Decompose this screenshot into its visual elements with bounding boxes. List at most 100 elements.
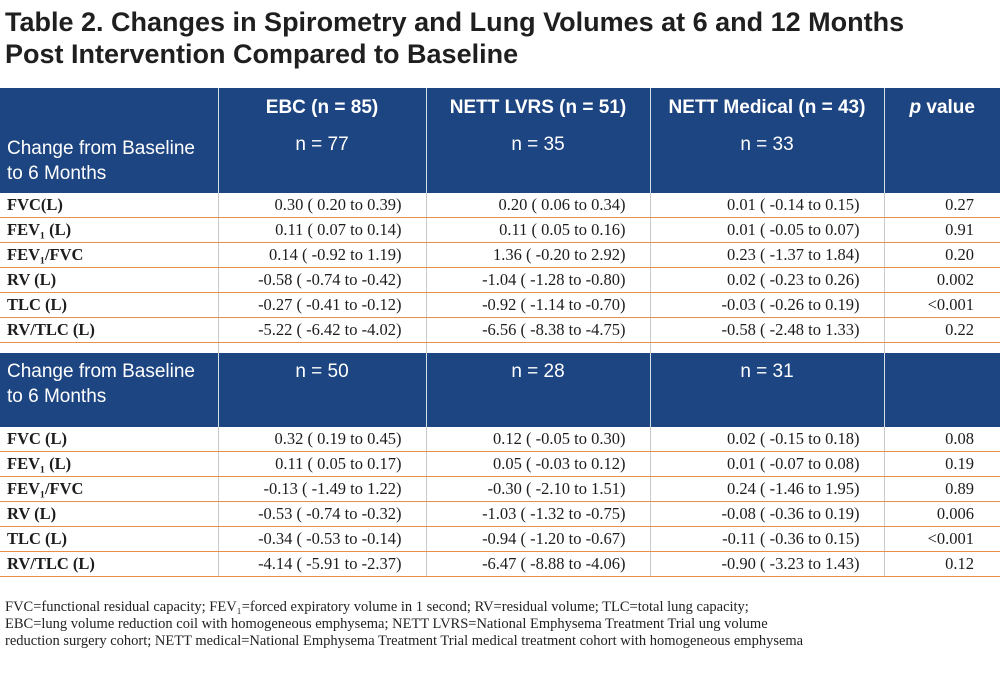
cell-nett-lvrs: -0.92 ( -1.14 to -0.70)	[426, 292, 651, 318]
row-label: FEV₁ (L)	[0, 451, 219, 477]
row-label: RV/TLC (L)	[0, 551, 219, 577]
cell-nett-medical: -0.08 ( -0.36 to 0.19)	[650, 501, 885, 527]
footnote-line-2: EBC=lung volume reduction coil with homo…	[5, 616, 768, 632]
cell-p-value: <0.001	[884, 292, 1000, 318]
cell-ebc: 0.32 ( 0.19 to 0.45)	[218, 427, 427, 452]
cell-nett-medical: 0.02 ( -0.23 to 0.26)	[650, 267, 885, 293]
cell-ebc: 0.11 ( 0.05 to 0.17)	[218, 451, 427, 477]
table-title: Table 2. Changes in Spirometry and Lung …	[5, 6, 995, 70]
row-label: TLC (L)	[0, 526, 219, 552]
cell-ebc: -0.13 ( -1.49 to 1.22)	[218, 476, 427, 502]
column-header-row: EBC (n = 85) NETT LVRS (n = 51) NETT Med…	[0, 88, 1000, 128]
section-1-label-line-2: to 6 Months	[7, 163, 107, 184]
cell-nett-lvrs: -0.30 ( -2.10 to 1.51)	[426, 476, 651, 502]
gap-cell	[426, 342, 651, 353]
cell-nett-medical: 0.01 ( -0.05 to 0.07)	[650, 217, 885, 243]
column-header-nett-medical: NETT Medical (n = 43)	[650, 88, 885, 128]
cell-p-value: 0.89	[884, 476, 1000, 502]
cell-nett-medical: -0.11 ( -0.36 to 0.15)	[650, 526, 885, 552]
footnote-line-3: reduction surgery cohort; NETT medical=N…	[5, 633, 804, 649]
cell-p-value: 0.27	[884, 193, 1000, 218]
section-2-n-lvrs: n = 28	[426, 353, 651, 427]
section-gap-row	[0, 342, 1000, 354]
cell-p-value: 0.006	[884, 501, 1000, 527]
table-row: FVC (L) 0.32 ( 0.19 to 0.45) 0.12 ( -0.05 …	[0, 427, 1000, 452]
row-label: FEV₁/FVC	[0, 242, 219, 268]
cell-nett-medical: -0.03 ( -0.26 to 0.19)	[650, 292, 885, 318]
cell-nett-medical: 0.24 ( -1.46 to 1.95)	[650, 476, 885, 502]
cell-nett-medical: 0.01 ( -0.07 to 0.08)	[650, 451, 885, 477]
cell-p-value: 0.002	[884, 267, 1000, 293]
section-1-n-lvrs: n = 35	[426, 128, 651, 193]
section-1-label: Change from Baseline to 6 Months	[0, 128, 219, 193]
table-row: FEV₁/FVC 0.14 ( -0.92 to 1.19) 1.36 ( -0.2…	[0, 242, 1000, 268]
cell-ebc: -0.27 ( -0.41 to -0.12)	[218, 292, 427, 318]
cell-ebc: -0.58 ( -0.74 to -0.42)	[218, 267, 427, 293]
gap-cell	[884, 343, 1000, 354]
section-2-label-line-1: Change from Baseline	[7, 361, 195, 382]
table-row: RV/TLC (L) -5.22 ( -6.42 to -4.02) -6.56 (…	[0, 317, 1000, 343]
p-italic: p	[909, 97, 922, 118]
section-1-rows: FVC(L) 0.30 ( 0.20 to 0.39) 0.20 ( 0.06 to…	[0, 193, 1000, 343]
cell-nett-lvrs: 0.20 ( 0.06 to 0.34)	[426, 193, 651, 218]
section-1-n-medical: n = 33	[650, 128, 885, 193]
column-header-ebc: EBC (n = 85)	[218, 88, 427, 128]
section-2-n-medical: n = 31	[650, 353, 885, 427]
footnote-line-1: FVC=functional residual capacity; FEV₁=f…	[5, 599, 749, 615]
cell-nett-medical: 0.23 ( -1.37 to 1.84)	[650, 242, 885, 268]
p-value-suffix: value	[921, 97, 975, 118]
table-row: TLC (L) -0.27 ( -0.41 to -0.12) -0.92 ( -1…	[0, 292, 1000, 318]
cell-ebc: -4.14 ( -5.91 to -2.37)	[218, 551, 427, 577]
cell-nett-medical: -0.90 ( -3.23 to 1.43)	[650, 551, 885, 577]
cell-ebc: -0.34 ( -0.53 to -0.14)	[218, 526, 427, 552]
title-line-1: Table 2. Changes in Spirometry and Lung …	[5, 7, 905, 37]
cell-p-value: 0.91	[884, 217, 1000, 243]
cell-p-value: 0.19	[884, 451, 1000, 477]
footnote: FVC=functional residual capacity; FEV₁=f…	[5, 599, 995, 650]
table-row: FEV₁ (L) 0.11 ( 0.05 to 0.17) 0.05 ( -0.03…	[0, 451, 1000, 477]
row-label: FVC(L)	[0, 193, 219, 218]
table-row: TLC (L) -0.34 ( -0.53 to -0.14) -0.94 ( -1…	[0, 526, 1000, 552]
section-2-rows: FVC (L) 0.32 ( 0.19 to 0.45) 0.12 ( -0.05 …	[0, 427, 1000, 577]
title-line-2: Post Intervention Compared to Baseline	[5, 39, 519, 69]
cell-nett-medical: 0.02 ( -0.15 to 0.18)	[650, 427, 885, 452]
section-1-n-ebc: n = 77	[218, 128, 427, 193]
section-2-label-line-2: to 6 Months	[7, 386, 107, 407]
row-label: FEV₁/FVC	[0, 476, 219, 502]
table-row: RV/TLC (L) -4.14 ( -5.91 to -2.37) -6.47 (…	[0, 551, 1000, 577]
section-1-n-p-empty	[884, 128, 1000, 193]
section-1-header: Change from Baseline to 6 Months n = 77 n…	[0, 128, 1000, 193]
table-row: FEV₁/FVC -0.13 ( -1.49 to 1.22) -0.30 ( -2…	[0, 476, 1000, 502]
cell-nett-lvrs: -1.03 ( -1.32 to -0.75)	[426, 501, 651, 527]
cell-ebc: -0.53 ( -0.74 to -0.32)	[218, 501, 427, 527]
cell-nett-lvrs: -0.94 ( -1.20 to -0.67)	[426, 526, 651, 552]
section-2-label: Change from Baseline to 6 Months	[0, 353, 219, 427]
cell-nett-lvrs: 0.12 ( -0.05 to 0.30)	[426, 427, 651, 452]
gap-cell	[218, 342, 427, 353]
column-header-nett-lvrs: NETT LVRS (n = 51)	[426, 88, 651, 128]
gap-cell	[650, 342, 885, 353]
cell-nett-lvrs: 0.11 ( 0.05 to 0.16)	[426, 217, 651, 243]
header-empty-cell	[0, 88, 219, 128]
cell-nett-lvrs: -1.04 ( -1.28 to -0.80)	[426, 267, 651, 293]
row-label: TLC (L)	[0, 292, 219, 318]
cell-nett-lvrs: -6.47 ( -8.88 to -4.06)	[426, 551, 651, 577]
cell-p-value: 0.20	[884, 242, 1000, 268]
table-row: RV (L) -0.58 ( -0.74 to -0.42) -1.04 ( -1.…	[0, 267, 1000, 293]
cell-nett-lvrs: -6.56 ( -8.38 to -4.75)	[426, 317, 651, 343]
section-2-header: Change from Baseline to 6 Months n = 50 n…	[0, 353, 1000, 427]
column-header-p-value: p value	[884, 88, 1000, 128]
section-2-n-ebc: n = 50	[218, 353, 427, 427]
table-row: RV (L) -0.53 ( -0.74 to -0.32) -1.03 ( -1.…	[0, 501, 1000, 527]
cell-ebc: 0.30 ( 0.20 to 0.39)	[218, 193, 427, 218]
results-table: EBC (n = 85) NETT LVRS (n = 51) NETT Med…	[0, 88, 1000, 577]
cell-p-value: 0.22	[884, 317, 1000, 343]
cell-nett-medical: 0.01 ( -0.14 to 0.15)	[650, 193, 885, 218]
row-label: FVC (L)	[0, 427, 219, 452]
row-label: RV (L)	[0, 267, 219, 293]
section-1-label-line-1: Change from Baseline	[7, 138, 195, 159]
table-row: FEV₁ (L) 0.11 ( 0.07 to 0.14) 0.11 ( 0.05 …	[0, 217, 1000, 243]
row-label: FEV₁ (L)	[0, 217, 219, 243]
cell-nett-lvrs: 0.05 ( -0.03 to 0.12)	[426, 451, 651, 477]
table-row: FVC(L) 0.30 ( 0.20 to 0.39) 0.20 ( 0.06 to…	[0, 193, 1000, 218]
